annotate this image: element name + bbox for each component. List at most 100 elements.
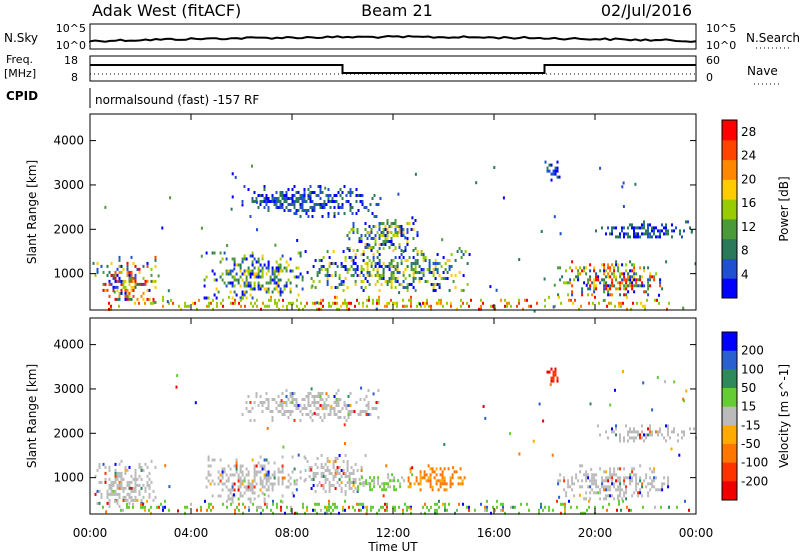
power-cell — [394, 286, 397, 289]
power-cell — [659, 229, 661, 233]
power-cell — [408, 283, 411, 286]
velocity-cell — [114, 462, 117, 466]
velocity-cell — [445, 488, 448, 492]
velocity-cell — [184, 511, 186, 515]
power-cell — [348, 307, 350, 311]
velocity-cell — [436, 511, 438, 515]
velocity-cell — [295, 398, 298, 401]
power-cell — [285, 194, 288, 197]
velocity-cell — [132, 489, 135, 493]
power-cell — [231, 281, 234, 285]
power-cell — [130, 276, 133, 280]
power-cell — [569, 278, 572, 282]
velocity-cell — [291, 392, 294, 395]
velocity-cell — [128, 480, 131, 484]
power-cell — [436, 271, 439, 274]
velocity-cell — [345, 419, 348, 422]
power-cell — [402, 250, 405, 253]
power-cell — [390, 298, 392, 302]
velocity-cell — [144, 489, 147, 493]
velocity-cell — [354, 463, 357, 466]
power-cell — [424, 301, 426, 305]
velocity-cell — [512, 505, 514, 509]
power-cell — [618, 304, 620, 308]
power-cell — [96, 267, 99, 271]
velocity-cell — [269, 410, 272, 413]
velocity-cell — [234, 511, 236, 515]
power-cell — [251, 200, 254, 203]
power-cell — [130, 288, 133, 292]
power-cell — [243, 272, 246, 276]
power-cell — [227, 272, 230, 276]
power-cell — [687, 220, 689, 224]
power-cell — [615, 226, 617, 230]
velocity-cell — [552, 373, 555, 377]
velocity-cell — [334, 502, 336, 506]
power-cell — [314, 259, 317, 262]
power-cell — [362, 289, 365, 292]
velocity-cell — [340, 487, 343, 490]
power-cell — [259, 287, 262, 291]
power-cell — [320, 265, 323, 268]
velocity-cell — [484, 505, 486, 509]
power-cell — [374, 240, 377, 243]
power-cell — [578, 307, 580, 311]
velocity-cell — [667, 485, 670, 489]
velocity-cell — [359, 398, 362, 401]
velocity-cell — [538, 508, 540, 512]
power-cell — [388, 231, 391, 234]
velocity-cell — [108, 504, 111, 508]
power-cell — [556, 160, 559, 164]
power-cell — [358, 301, 360, 305]
velocity-cell — [635, 479, 638, 483]
power-cell — [122, 285, 125, 289]
velocity-cell — [344, 442, 346, 445]
power-cell — [408, 274, 411, 277]
power-cell — [464, 250, 467, 253]
power-cell — [636, 301, 638, 305]
power-cell — [604, 298, 606, 302]
velocity-cell — [116, 474, 119, 478]
power-cell — [379, 197, 382, 200]
velocity-cell — [365, 482, 368, 486]
power-cell — [432, 286, 435, 289]
power-cell — [432, 283, 435, 286]
power-cell — [110, 273, 113, 277]
power-cell — [285, 269, 288, 273]
power-cell — [621, 281, 624, 285]
velocity-cell — [265, 392, 268, 395]
velocity-cell — [273, 476, 276, 480]
velocity-cell — [299, 404, 302, 407]
velocity-cell — [579, 464, 582, 468]
power-cell — [128, 282, 131, 286]
power-cell — [607, 266, 610, 270]
velocity-cell — [263, 500, 266, 504]
velocity-cell — [223, 470, 226, 474]
power-cell — [152, 297, 155, 301]
power-cell — [553, 283, 556, 287]
power-cell — [112, 288, 115, 292]
power-cell — [559, 278, 562, 282]
power-cell — [267, 281, 270, 285]
velocity-cell — [556, 376, 559, 380]
velocity-cell — [297, 404, 300, 407]
velocity-cell — [266, 505, 268, 509]
power-cell — [577, 272, 580, 276]
velocity-cell — [560, 502, 562, 506]
velocity-cell — [310, 466, 313, 469]
velocity-cell — [407, 485, 410, 489]
power-cell — [96, 270, 99, 274]
velocity-cell — [306, 508, 308, 512]
power-cell — [350, 274, 353, 277]
power-cell — [622, 301, 624, 305]
power-cell — [102, 270, 105, 274]
velocity-cell — [611, 482, 614, 486]
velocity-cell — [671, 430, 673, 434]
velocity-cell — [138, 465, 141, 469]
velocity-cell — [269, 476, 272, 480]
power-cell — [282, 304, 284, 308]
velocity-cell — [315, 401, 318, 404]
power-cell — [398, 291, 401, 295]
power-cell — [279, 287, 282, 291]
velocity-cell — [122, 495, 125, 499]
